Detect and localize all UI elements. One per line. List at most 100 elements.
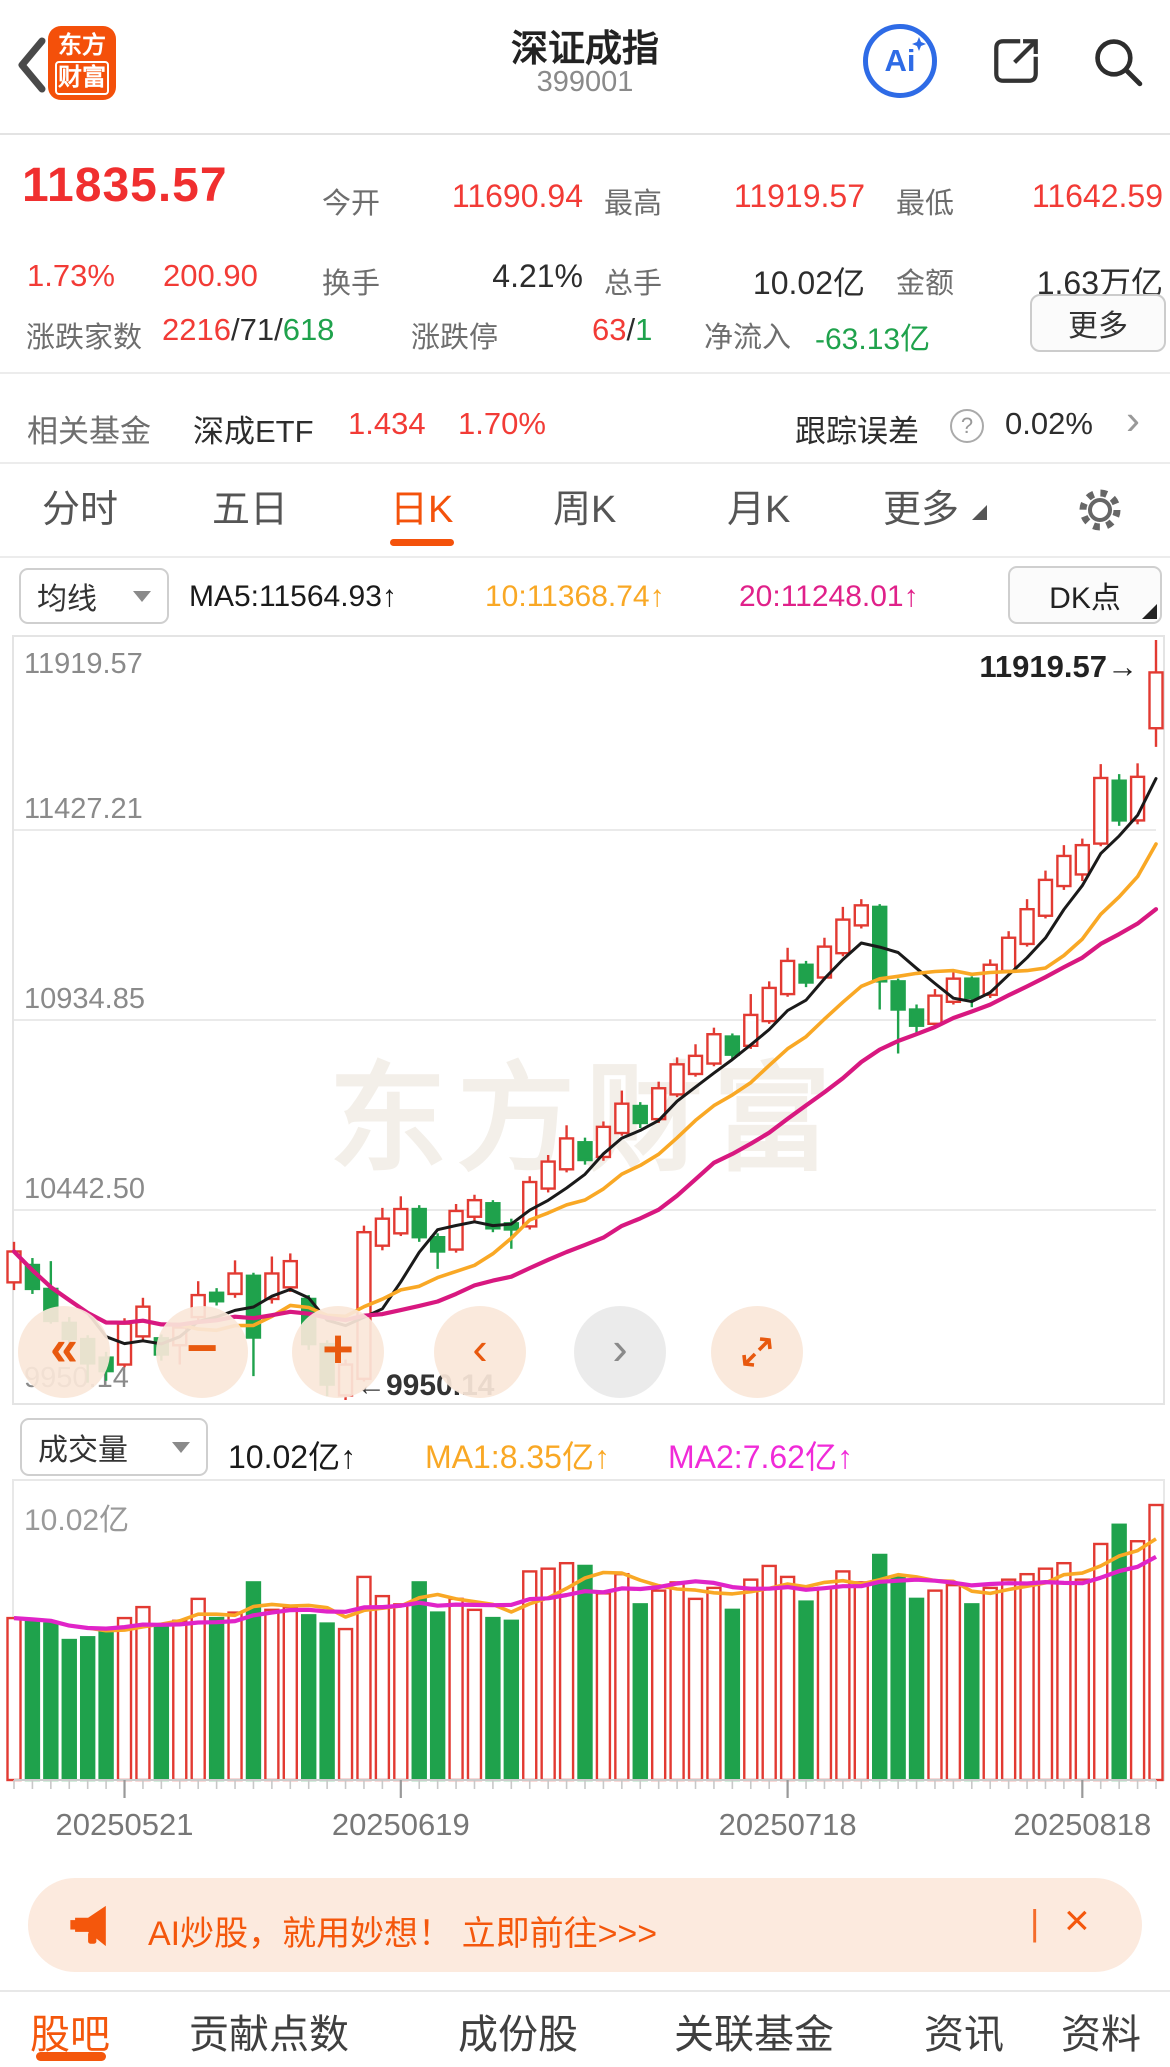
back-button[interactable]: [14, 33, 50, 97]
caret-down-icon: [133, 590, 151, 602]
candle-body: [1000, 936, 1017, 973]
tracking-error-value: 0.02%: [1005, 406, 1093, 441]
volume-bar: [982, 1586, 998, 1782]
volume-ma1-legend: MA1:8.35亿↑: [425, 1439, 610, 1475]
volume-bar: [466, 1608, 483, 1782]
volume-selector-dropdown[interactable]: 成交量: [20, 1418, 208, 1476]
help-icon[interactable]: ?: [950, 409, 984, 443]
nav-divider: [0, 1990, 1170, 1992]
volume-bar: [687, 1597, 704, 1782]
kline-chart[interactable]: 东方财富11919.5711427.2110934.8510442.509950…: [0, 635, 1170, 1405]
share-button[interactable]: [985, 30, 1047, 92]
breadth-down: 618: [282, 312, 335, 347]
banner-text[interactable]: AI炒股，就用妙想！ 立即前往>>>: [148, 1915, 658, 1953]
slash: /: [626, 312, 636, 347]
banner-separator: |: [1030, 1902, 1040, 1943]
rewind-button[interactable]: «: [18, 1306, 110, 1398]
gear-icon: [1079, 489, 1121, 531]
nav-news[interactable]: 资讯: [924, 2013, 1004, 2057]
volume-bar: [835, 1570, 851, 1782]
nav-stock-bar[interactable]: 股吧: [30, 2013, 110, 2057]
fund-name[interactable]: 深成ETF: [193, 414, 314, 449]
change-amount: 200.90: [163, 258, 258, 293]
turnover-label: 换手: [322, 268, 381, 300]
volume-chart[interactable]: 20250521 20250619 20250718 20250818 10.02亿: [0, 1478, 1170, 1863]
tab-5day[interactable]: 五日: [212, 489, 289, 531]
tab-weekly-k[interactable]: 周K: [553, 489, 617, 531]
high-value: 11919.57: [733, 178, 865, 214]
tab-monthly-k[interactable]: 月K: [727, 489, 791, 531]
candle-body: [1019, 907, 1035, 946]
chart-settings-button[interactable]: [1076, 486, 1124, 534]
search-button[interactable]: [1088, 32, 1148, 92]
tab-more[interactable]: 更多: [883, 489, 960, 531]
pan-left-button[interactable]: ‹: [434, 1306, 526, 1398]
volume-bar: [816, 1586, 833, 1782]
fund-pct[interactable]: 1.70%: [458, 406, 546, 441]
volume-bar: [503, 1619, 520, 1782]
promo-banner[interactable]: AI炒股，就用妙想！ 立即前往>>> | ×: [28, 1878, 1142, 1972]
zoom-out-button[interactable]: −: [156, 1306, 248, 1398]
ma20-legend: 20:11248.01↑: [739, 580, 919, 613]
nav-constituents[interactable]: 成份股: [458, 2013, 578, 2057]
volume-bar: [24, 1619, 41, 1782]
high-price-tag: 11919.57→: [979, 649, 1138, 684]
volume-bar: [779, 1575, 796, 1782]
volume-bar: [724, 1608, 741, 1782]
candle-body: [1056, 854, 1072, 888]
volume-bar: [61, 1638, 77, 1782]
double-chevron-left-icon: «: [50, 1320, 78, 1376]
fund-nav[interactable]: 1.434: [348, 406, 426, 441]
breadth-flat: 71: [239, 312, 275, 347]
plus-icon: +: [322, 1319, 354, 1379]
tab-minute[interactable]: 分时: [42, 489, 119, 531]
page-title: 深证成指: [511, 28, 659, 69]
candle-body: [872, 905, 888, 983]
amount-label: 金额: [896, 268, 955, 300]
nav-contribution[interactable]: 贡献点数: [189, 2013, 349, 2057]
candle-body: [1148, 671, 1164, 730]
nav-profile[interactable]: 资料: [1061, 2013, 1141, 2057]
ai-assistant-button[interactable]: Ai: [863, 24, 937, 98]
ma-selector-dropdown[interactable]: 均线: [19, 568, 169, 624]
chevron-right-icon[interactable]: ›: [1126, 396, 1140, 443]
tab-daily-k[interactable]: 日K: [390, 489, 454, 531]
change-percent: 1.73%: [27, 258, 115, 293]
volume-current-legend: 10.02亿↑: [228, 1439, 357, 1475]
volume-bar: [872, 1553, 888, 1782]
volume-bar: [264, 1608, 280, 1782]
volume-bar: [98, 1630, 114, 1782]
candle-body: [927, 994, 943, 1026]
stats-divider: [0, 372, 1170, 374]
tracking-error-label: 跟踪误差: [795, 414, 919, 449]
candle-body: [614, 1102, 630, 1135]
limit-label: 涨跌停: [411, 322, 499, 354]
fund-label: 相关基金: [27, 414, 151, 449]
volume-bar: [374, 1594, 391, 1782]
share-icon: [994, 39, 1038, 83]
tab-more-triangle-icon: [972, 505, 987, 520]
zoom-in-button[interactable]: +: [292, 1306, 384, 1398]
candle-body: [577, 1141, 593, 1162]
candle-body: [522, 1180, 538, 1228]
candle-body: [208, 1291, 225, 1303]
volume-bar: [43, 1622, 59, 1782]
inflow-label: 净流入: [704, 322, 792, 354]
caret-down-icon: [172, 1441, 190, 1453]
candle-body: [485, 1202, 501, 1230]
fullscreen-button[interactable]: [711, 1306, 803, 1398]
pan-right-button[interactable]: ›: [574, 1306, 666, 1398]
limit-up: 63: [592, 312, 627, 347]
minus-icon: −: [186, 1318, 218, 1378]
ma5-legend: MA5:11564.93↑: [189, 580, 397, 613]
close-icon[interactable]: ×: [1064, 1896, 1090, 1945]
dk-point-label: DK点: [1049, 582, 1121, 615]
volume-bar: [1111, 1523, 1127, 1782]
volume-bar: [172, 1619, 188, 1782]
date-label: 20250818: [1013, 1807, 1151, 1842]
more-stats-button[interactable]: 更多: [1030, 294, 1166, 352]
nav-related-funds[interactable]: 关联基金: [674, 2013, 834, 2057]
dk-point-button[interactable]: DK点: [1008, 566, 1162, 624]
ma-selector-label: 均线: [37, 583, 97, 616]
volume-bar: [6, 1616, 22, 1782]
